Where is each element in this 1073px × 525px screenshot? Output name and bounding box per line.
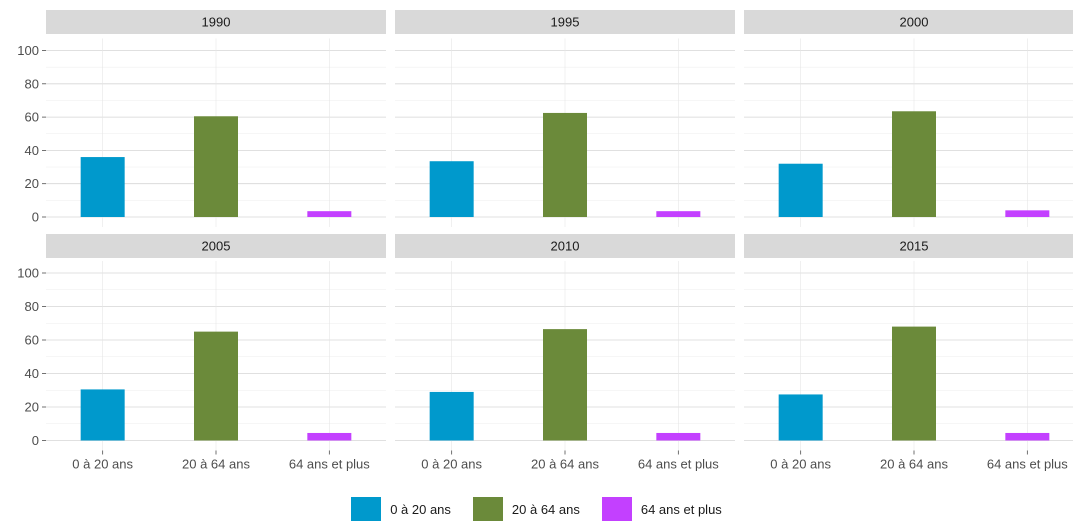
facet-strip [744,10,1073,34]
facet-strip [395,10,735,34]
legend-key-20-64 [472,497,503,521]
facet-label: 1990 [202,15,231,30]
legend-label-64-plus: 64 ans et plus [640,501,722,517]
y-tick-label: 80 [25,76,39,91]
y-tick-label: 0 [32,433,39,448]
facet-strip [744,234,1073,258]
facet-label: 2000 [900,15,929,30]
bar-2015-2 [1005,432,1050,441]
facet-strip [395,234,735,258]
legend-label-0-20: 0 à 20 ans [390,501,451,517]
facet-label: 2005 [202,239,231,254]
bar-1995-1 [543,112,587,217]
bar-2010-1 [543,329,587,441]
x-tick-label: 64 ans et plus [289,457,370,472]
bar-2015-1 [892,326,936,441]
facet-label: 2015 [900,239,929,254]
bar-1995-2 [656,211,701,217]
bar-2000-0 [778,163,823,217]
facet-label: 1995 [551,15,580,30]
legend-label-20-64: 20 à 64 ans [511,501,580,517]
bar-2010-2 [656,432,701,441]
legend-key-64-plus [601,497,632,521]
bar-2000-1 [892,111,936,217]
y-tick-label: 100 [17,266,39,281]
legend-item-20-64: 20 à 64 ans [472,497,580,521]
legend-item-64-plus: 64 ans et plus [601,497,722,521]
bar-1995-0 [429,161,474,217]
y-tick-label: 0 [32,210,39,225]
bar-1990-2 [307,211,352,217]
facet-strip [46,10,386,34]
y-tick-label: 40 [25,143,39,158]
y-tick-label: 60 [25,333,39,348]
x-tick-label: 0 à 20 ans [770,457,831,472]
y-tick-label: 20 [25,400,39,415]
faceted-bar-chart: 1990 0 20 40 60 80 100 1995 2000 2005 0 20 40 60 80 100… [17,10,1073,472]
x-tick-label: 64 ans et plus [987,457,1068,472]
x-tick-label: 20 à 64 ans [880,457,948,472]
y-tick-label: 60 [25,110,39,125]
bar-2005-0 [80,389,125,441]
x-tick-label: 20 à 64 ans [531,457,599,472]
facet-strip [46,234,386,258]
x-tick-label: 20 à 64 ans [182,457,250,472]
y-tick-label: 20 [25,176,39,191]
bar-2010-0 [429,391,474,441]
x-tick-label: 0 à 20 ans [72,457,133,472]
y-tick-label: 80 [25,299,39,314]
facet-label: 2010 [551,239,580,254]
bar-2015-0 [778,394,823,441]
y-tick-label: 100 [17,43,39,58]
legend-key-0-20 [351,497,382,521]
bar-1990-0 [80,157,125,217]
bar-1990-1 [194,116,238,217]
bar-2000-2 [1005,210,1050,217]
chart-legend: 0 à 20 ans 20 à 64 ans 64 ans et plus [0,497,1073,521]
bar-2005-2 [307,432,352,441]
x-tick-label: 0 à 20 ans [421,457,482,472]
bar-2005-1 [194,331,238,441]
x-tick-label: 64 ans et plus [638,457,719,472]
y-tick-label: 40 [25,366,39,381]
legend-item-0-20: 0 à 20 ans [351,497,451,521]
